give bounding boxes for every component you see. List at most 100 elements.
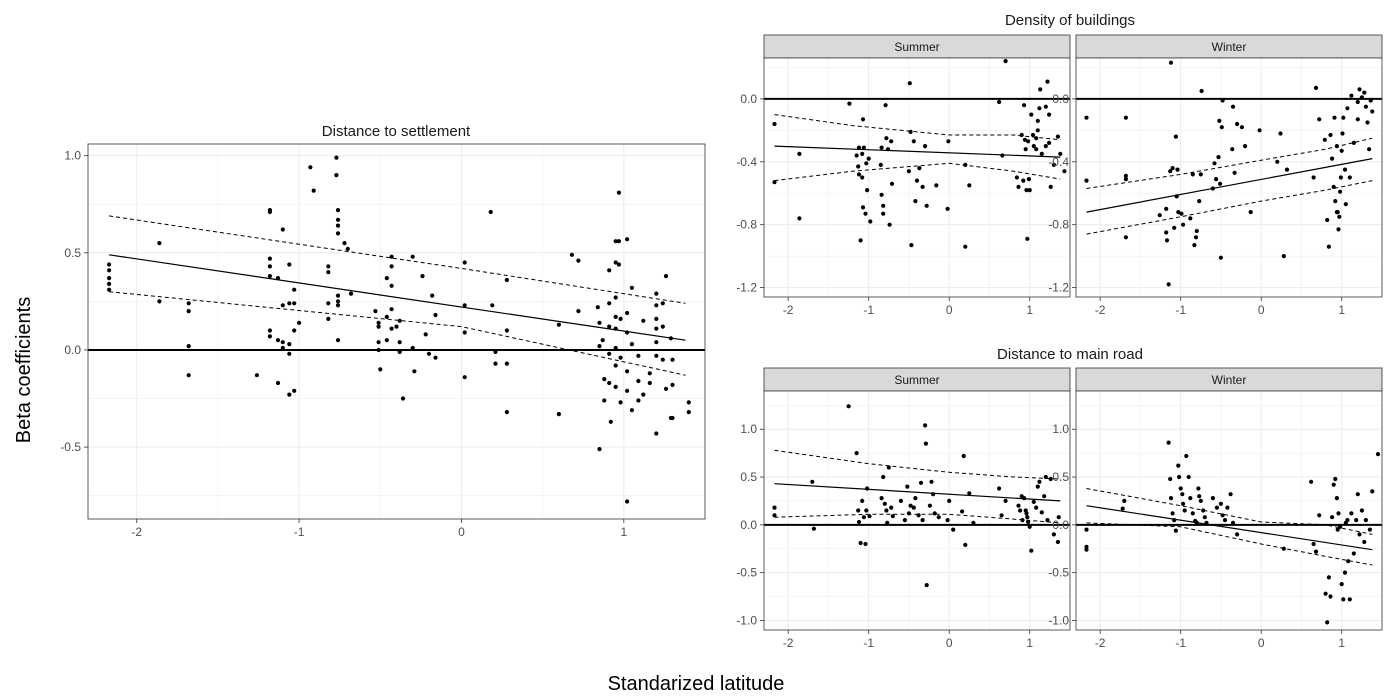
- x-tick-label: -1: [294, 525, 305, 539]
- data-point: [389, 326, 394, 331]
- data-point: [1184, 453, 1189, 459]
- data-point: [1037, 106, 1042, 111]
- y-axis-title: Beta coefficients: [13, 297, 35, 443]
- data-point: [963, 542, 968, 548]
- data-point: [493, 349, 498, 354]
- ci-upper-line: [1086, 488, 1373, 535]
- data-point: [616, 239, 622, 244]
- data-point: [860, 498, 865, 503]
- data-point: [107, 268, 112, 273]
- data-point: [1210, 496, 1215, 501]
- data-point: [292, 388, 297, 393]
- data-point: [504, 410, 509, 415]
- data-point: [1045, 79, 1050, 84]
- data-point: [613, 345, 618, 351]
- x-tick-label: 0: [458, 525, 465, 539]
- data-point: [1218, 255, 1223, 260]
- data-point: [335, 293, 341, 298]
- data-point: [608, 419, 613, 424]
- y-tick-label: 0.5: [1052, 470, 1069, 484]
- y-tick-label: -1.0: [1048, 613, 1069, 627]
- data-point: [1328, 132, 1333, 138]
- data-point: [1193, 235, 1199, 240]
- data-point: [1325, 620, 1330, 625]
- data-point: [647, 371, 652, 376]
- data-point: [433, 312, 438, 318]
- data-point: [999, 513, 1004, 518]
- data-point: [856, 145, 862, 150]
- data-point: [1334, 496, 1339, 501]
- data-point: [1355, 117, 1360, 122]
- data-point: [1257, 128, 1262, 133]
- data-point: [1333, 476, 1338, 482]
- data-point: [275, 380, 281, 386]
- x-tick-label: -1: [1175, 303, 1186, 317]
- data-point: [1347, 597, 1352, 602]
- panel-road-summer: Summer -2 -1 0 1 -1.0 -0.5 0.0 0.5 1.0: [736, 367, 1071, 650]
- data-point: [1359, 95, 1364, 100]
- data-point: [287, 262, 292, 267]
- data-point: [1325, 217, 1330, 223]
- data-point: [1178, 486, 1183, 491]
- data-point: [1332, 115, 1337, 120]
- data-point: [430, 293, 435, 298]
- strip-label-density-summer: Summer: [894, 40, 939, 54]
- data-point: [1197, 494, 1202, 499]
- data-point: [1336, 227, 1341, 232]
- data-point: [400, 396, 406, 401]
- data-point: [927, 503, 933, 508]
- data-point: [410, 345, 415, 351]
- data-point: [881, 474, 886, 480]
- data-point: [1218, 181, 1223, 186]
- y-tick-label: 0.0: [1052, 92, 1069, 106]
- data-point: [929, 479, 934, 484]
- data-point: [636, 353, 641, 358]
- data-point: [909, 243, 914, 248]
- data-point: [389, 307, 394, 312]
- data-point: [946, 139, 951, 144]
- data-point: [378, 367, 383, 372]
- data-point: [1022, 137, 1027, 142]
- data-point: [879, 496, 884, 501]
- data-point: [1021, 178, 1026, 183]
- data-point: [397, 349, 402, 354]
- data-point: [906, 511, 912, 516]
- data-point: [858, 238, 863, 243]
- data-point: [860, 205, 866, 210]
- data-point: [275, 338, 281, 343]
- data-point: [1330, 156, 1335, 161]
- data-point: [625, 330, 630, 335]
- x-axis-title: Standarized latitude: [608, 673, 785, 695]
- data-point: [668, 336, 674, 341]
- data-point: [1201, 508, 1206, 513]
- data-point: [1343, 202, 1348, 207]
- data-point: [1034, 136, 1039, 141]
- data-point: [1347, 175, 1352, 180]
- data-point: [1339, 148, 1344, 153]
- x-tick-label: 0: [1258, 636, 1265, 650]
- data-point: [1003, 59, 1008, 64]
- data-point: [1016, 503, 1021, 508]
- data-point: [297, 320, 302, 325]
- data-point: [334, 173, 339, 178]
- data-point: [376, 340, 381, 345]
- data-point: [287, 342, 292, 347]
- data-point: [920, 518, 925, 523]
- data-point: [1043, 144, 1048, 149]
- data-point: [1281, 546, 1286, 551]
- data-point: [1218, 501, 1223, 506]
- data-point: [967, 491, 972, 496]
- data-point: [908, 129, 913, 134]
- ci-upper-line: [774, 449, 1061, 480]
- data-point: [654, 303, 659, 308]
- data-point: [613, 260, 618, 265]
- data-point: [287, 392, 292, 397]
- data-point: [1355, 492, 1360, 497]
- data-point: [616, 262, 622, 267]
- data-point: [860, 175, 865, 180]
- data-point: [1037, 479, 1042, 484]
- data-point: [616, 190, 622, 195]
- data-point: [488, 209, 493, 215]
- data-point: [1326, 575, 1331, 580]
- data-point: [292, 301, 297, 306]
